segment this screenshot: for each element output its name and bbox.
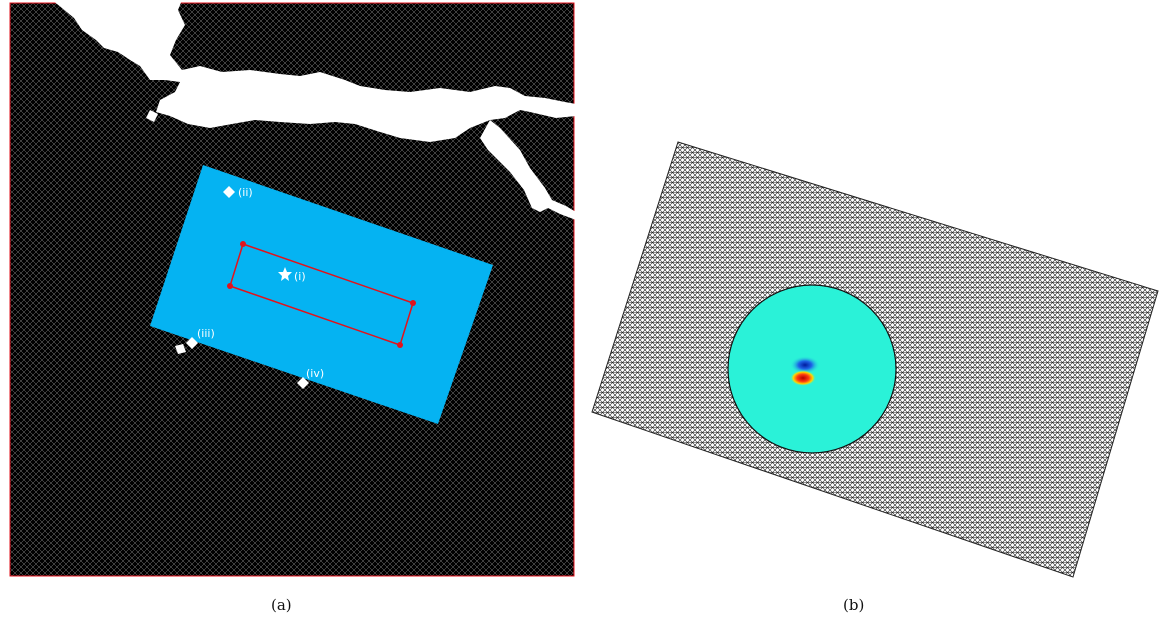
coastline-land — [10, 0, 576, 142]
source-corner — [240, 241, 246, 247]
panel-b — [591, 141, 1159, 578]
refined-region — [150, 165, 493, 424]
diamond-icon — [223, 186, 235, 198]
marker-label-ii: (ii) — [238, 186, 253, 199]
diamond-icon — [186, 337, 198, 349]
marker-label-iii: (iii) — [197, 327, 215, 340]
star-icon — [278, 267, 292, 281]
coast-islet — [146, 110, 158, 122]
negative-lobe — [790, 356, 820, 374]
source-corner — [397, 342, 403, 348]
marker-label-iv: (iv) — [306, 367, 324, 380]
coast-islet-small — [175, 344, 186, 354]
panel-caption-a: (a) — [271, 596, 292, 614]
panel-a: (i) (ii) (iii) (iv) — [9, 0, 576, 577]
panel-caption-b: (b) — [843, 596, 865, 614]
source-corner — [410, 300, 416, 306]
source-corner — [227, 283, 233, 289]
coast-inlet — [480, 120, 576, 220]
diamond-icon — [297, 377, 309, 389]
positive-lobe — [790, 370, 816, 386]
marker-label-i: (i) — [294, 270, 306, 283]
